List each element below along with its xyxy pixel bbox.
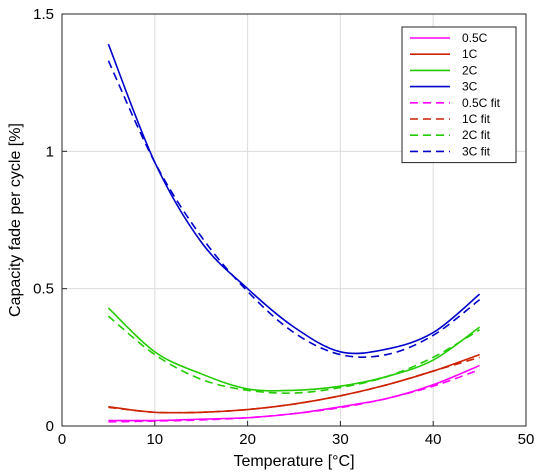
x-tick-label: 20 [239, 431, 256, 448]
series-line-3c-fit [107, 60, 481, 358]
plot-frame [61, 13, 527, 427]
y-tick-label: 1.5 [33, 6, 54, 23]
series-line-1c-fit [108, 356, 480, 414]
y-tick-label: 1 [46, 143, 54, 160]
legend-label: 2C [462, 63, 478, 77]
x-axis-label: Temperature [°C] [233, 453, 354, 470]
y-axis-label: Capacity fade per cycle [%] [7, 123, 24, 317]
series-line-0-5c-fit [108, 368, 480, 423]
legend-box [401, 26, 517, 164]
legend-label: 3C fit [462, 144, 491, 158]
legend-label: 3C [462, 80, 478, 94]
x-tick-label: 40 [425, 431, 442, 448]
series-line-2c [107, 307, 481, 392]
legend: 0.5C 1C 2C 3C 0.5C fit 1C fit 2C fit 3C fit [401, 26, 517, 164]
legend-label: 0.5C [462, 31, 488, 45]
legend-label: 1C fit [462, 112, 491, 126]
x-tick-label: 30 [332, 431, 349, 448]
x-tick-label: 10 [146, 431, 163, 448]
y-tick-label: 0 [46, 418, 54, 435]
legend-label: 1C [462, 47, 478, 61]
series-group [107, 43, 481, 423]
x-tick-label: 0 [58, 431, 66, 448]
legend-label: 0.5C fit [462, 96, 501, 110]
x-tick-label: 50 [518, 431, 535, 448]
legend-label: 2C fit [462, 128, 491, 142]
ticks: 0 10 20 30 40 50 0 0.5 1 1.5 [33, 6, 534, 448]
y-tick-label: 0.5 [33, 281, 54, 298]
